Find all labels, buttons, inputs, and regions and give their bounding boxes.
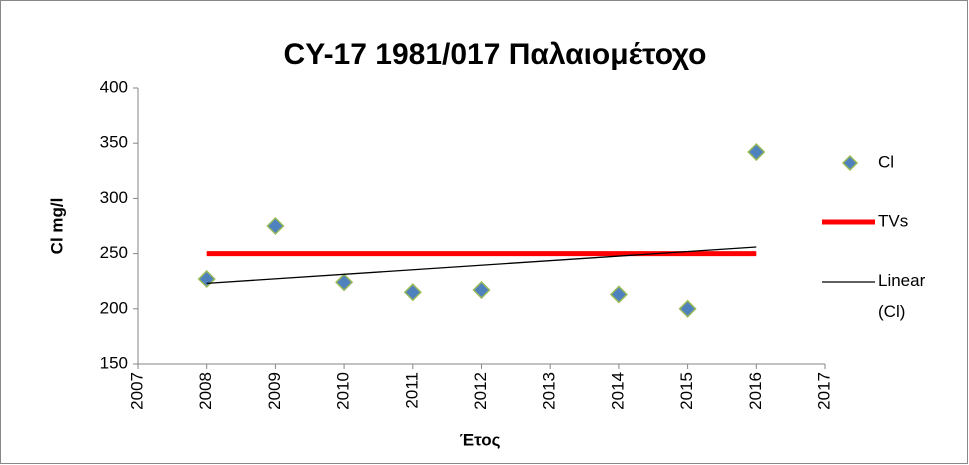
legend-label: Cl: [878, 152, 894, 171]
data-point: [266, 216, 285, 236]
legend-label: Linear (Cl): [878, 271, 926, 321]
x-tick-label: 2013: [540, 372, 559, 410]
x-tick-label: 2015: [677, 372, 696, 410]
data-point: [678, 299, 697, 318]
x-tick-label: 2008: [196, 372, 215, 410]
legend-label: TVs: [878, 211, 908, 230]
legend-marker: [841, 154, 859, 172]
data-point: [472, 280, 491, 300]
y-tick-label: 250: [100, 243, 128, 262]
y-tick-label: 400: [100, 77, 128, 96]
data-point: [609, 285, 628, 304]
line-series: [206, 246, 757, 285]
x-tick-label: 2007: [127, 372, 146, 410]
data-point: [335, 273, 354, 292]
y-tick-label: 300: [100, 188, 128, 207]
y-tick-label: 200: [100, 298, 128, 317]
y-tick-label: 150: [100, 353, 128, 372]
data-point: [747, 142, 766, 162]
x-axis-title: Έτος: [460, 430, 501, 449]
y-axis-title: Cl mg/l: [47, 198, 66, 255]
x-tick-label: 2010: [334, 372, 353, 410]
x-tick-label: 2016: [746, 372, 765, 410]
chart-title: CY-17 1981/017 Παλαιομέτοχο: [284, 38, 707, 71]
y-tick-label: 350: [100, 133, 128, 152]
x-tick-label: 2011: [402, 372, 421, 409]
x-tick-label: 2012: [471, 372, 490, 410]
x-tick-label: 2009: [265, 372, 284, 410]
x-tick-label: 2017: [814, 372, 833, 410]
x-tick-label: 2014: [608, 372, 627, 410]
data-point: [403, 283, 422, 302]
